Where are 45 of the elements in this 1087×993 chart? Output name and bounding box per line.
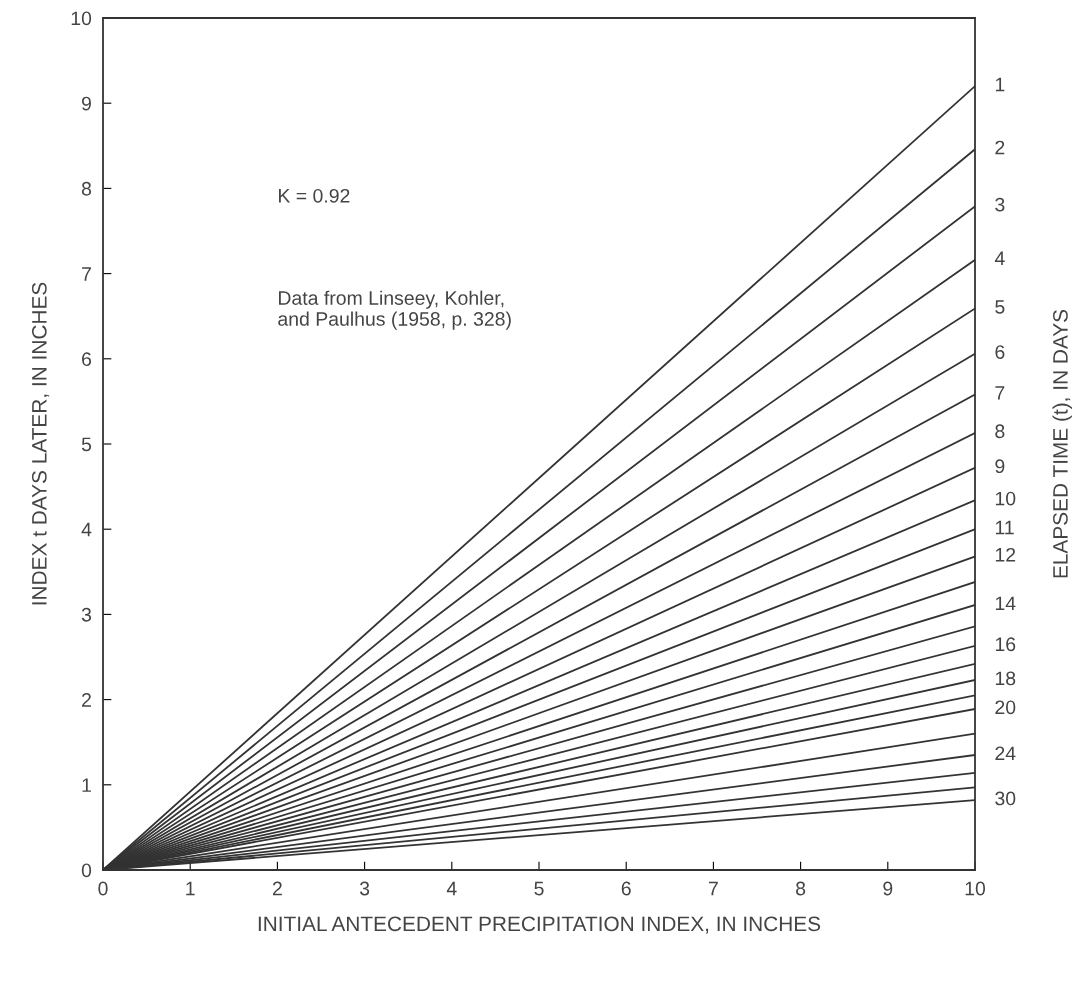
x-tick-label: 7 — [708, 881, 718, 896]
y-tick-label: 3 — [81, 607, 92, 622]
y-tick-label: 1 — [82, 778, 91, 792]
series-label: 3 — [995, 197, 1005, 212]
x-tick-label: 4 — [446, 881, 457, 896]
y2-axis-title: ELAPSED TIME (t), IN DAYS — [1052, 309, 1072, 578]
series-label: 18 — [995, 671, 1016, 686]
x-tick-label: 8 — [796, 881, 806, 896]
series-label: 5 — [995, 300, 1005, 314]
series-label: 30 — [995, 791, 1016, 806]
x-tick-label: 3 — [359, 881, 370, 896]
series-label: 1 — [995, 77, 1005, 92]
series-label: 7 — [995, 386, 1005, 400]
annotation: K = 0.92 — [279, 188, 350, 203]
series-label: 8 — [995, 424, 1005, 439]
y-tick-label: 8 — [81, 181, 92, 196]
series-label: 12 — [995, 547, 1016, 562]
series-label: 6 — [995, 345, 1005, 359]
y-tick-label: 5 — [81, 437, 92, 452]
x-tick-label: 9 — [883, 881, 893, 896]
series-label: 2 — [995, 140, 1005, 155]
y-tick-label: 9 — [81, 96, 91, 111]
x-tick-label: 2 — [272, 881, 282, 896]
annotation: Data from Linseey, Kohler, and Paulhus (1958, p. 328) — [278, 290, 511, 330]
y-tick-label: 4 — [81, 522, 92, 537]
x-tick-label: 0 — [98, 881, 108, 896]
x-tick-label: 10 — [965, 881, 986, 896]
x-tick-label: 5 — [534, 881, 544, 896]
series-label: 14 — [995, 596, 1016, 611]
y-tick-label: 6 — [82, 352, 92, 367]
series-label: 9 — [995, 459, 1005, 474]
y-tick-label: 0 — [81, 863, 92, 878]
y-tick-label: 7 — [82, 267, 91, 281]
x-axis-title: INITIAL ANTECEDENT PRECIPITATION INDEX, IN INCHES — [258, 916, 821, 934]
y-axis-title: INDEX t DAYS LATER, IN INCHES — [31, 282, 50, 605]
x-tick-label: 1 — [186, 881, 195, 896]
y-tick-label: 2 — [82, 693, 91, 707]
series-label: 16 — [995, 637, 1016, 652]
y-tick-label: 10 — [71, 11, 92, 26]
x-tick-label: 6 — [621, 881, 631, 896]
series-label: 24 — [995, 746, 1016, 761]
series-label: 10 — [995, 491, 1016, 506]
series-label: 4 — [994, 251, 1005, 265]
series-label: 20 — [995, 700, 1016, 715]
series-label: 11 — [995, 520, 1014, 535]
